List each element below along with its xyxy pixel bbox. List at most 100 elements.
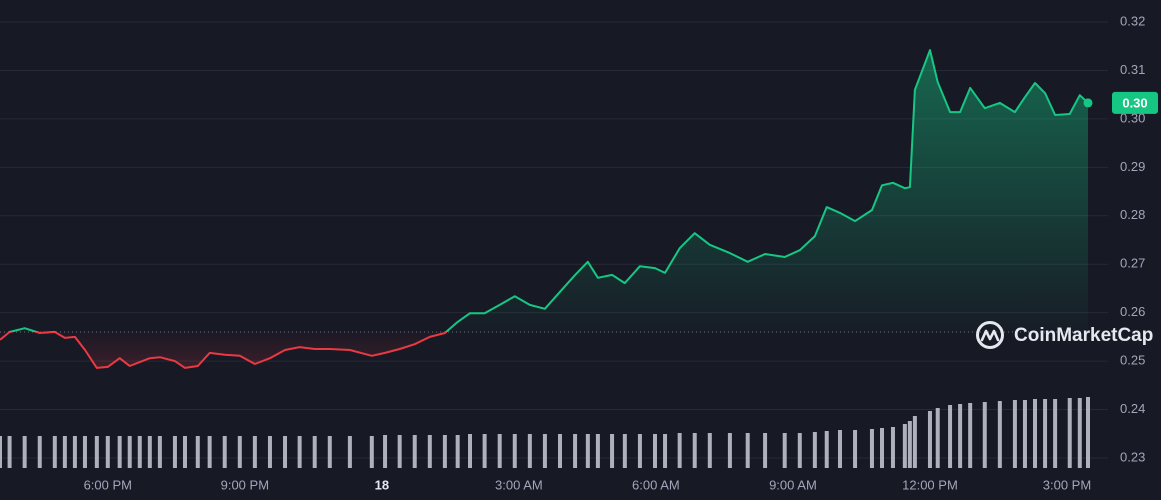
volume-bar <box>837 430 842 468</box>
volume-bar <box>127 436 132 468</box>
volume-bar <box>137 436 142 468</box>
volume-bar <box>797 433 802 468</box>
volume-bar <box>468 434 473 468</box>
volume-bar <box>622 434 627 468</box>
watermark-logo-mark <box>980 329 1000 342</box>
y-tick-label: 0.32 <box>1120 13 1145 28</box>
volume-bar <box>62 436 67 468</box>
price-line <box>0 49 1089 369</box>
volume-bar <box>880 428 885 468</box>
volume-bar <box>763 433 768 468</box>
volume-bar <box>982 402 987 468</box>
volume-bar <box>412 435 417 468</box>
volume-bar <box>968 403 973 468</box>
x-tick-label: 12:00 PM <box>902 477 958 492</box>
y-tick-label: 0.31 <box>1120 62 1145 77</box>
volume-bar <box>935 408 940 468</box>
y-tick-label: 0.29 <box>1120 159 1145 174</box>
volume-bar <box>397 435 402 468</box>
volume-bar <box>455 435 460 468</box>
x-tick-label: 18 <box>375 477 389 492</box>
volume-bar <box>1043 399 1048 468</box>
y-tick-label: 0.23 <box>1120 449 1145 464</box>
volume-bar <box>958 404 963 468</box>
volume-bar <box>824 431 829 468</box>
x-tick-label: 6:00 PM <box>84 477 132 492</box>
x-tick-label: 3:00 AM <box>495 477 543 492</box>
volume-bar <box>37 436 42 468</box>
volume-bar <box>652 434 657 468</box>
volume-bar <box>557 434 562 468</box>
volume-bar <box>869 429 874 468</box>
volume-bar <box>512 434 517 468</box>
volume-bar <box>948 405 953 468</box>
x-tick-label: 9:00 AM <box>769 477 817 492</box>
y-tick-label: 0.25 <box>1120 353 1145 368</box>
watermark: CoinMarketCap <box>976 321 1153 349</box>
volume-bar <box>663 434 668 468</box>
volume-bar <box>902 424 907 468</box>
volume-bar <box>94 436 99 468</box>
volume-bar <box>383 435 388 468</box>
volume-bar <box>595 434 600 468</box>
volume-bar <box>1053 399 1058 468</box>
volume-bar <box>727 433 732 468</box>
watermark-text: CoinMarketCap <box>1014 325 1153 346</box>
last-price-box <box>1112 91 1158 114</box>
volume-bar <box>853 430 858 468</box>
volume-bar <box>907 421 912 468</box>
volume-bar <box>182 436 187 468</box>
volume-bar <box>157 436 162 468</box>
volume-bar <box>637 434 642 468</box>
last-price-label: 0.30 <box>1122 95 1147 110</box>
volume-bar <box>222 436 227 468</box>
volume-bar <box>312 436 317 468</box>
volume-bar <box>912 416 917 468</box>
volume-bar <box>1022 400 1027 468</box>
volume-bar <box>927 411 932 468</box>
x-tick-label: 3:00 PM <box>1043 477 1091 492</box>
volume-bar <box>1077 398 1082 468</box>
volume-bar <box>7 436 12 468</box>
y-tick-label: 0.28 <box>1120 207 1145 222</box>
volume-bar <box>1067 398 1072 468</box>
volume-bar <box>482 434 487 468</box>
y-tick-label: 0.27 <box>1120 256 1145 271</box>
volume-bar <box>369 436 374 468</box>
volume-bar <box>677 433 682 468</box>
volume-bar <box>1012 400 1017 468</box>
x-tick-label: 6:00 AM <box>632 477 680 492</box>
volume-bar <box>542 434 547 468</box>
volume-bar <box>1086 397 1090 468</box>
volume-bar <box>427 435 432 468</box>
volume-bar <box>812 432 817 468</box>
volume-bar <box>347 436 352 468</box>
volume-bar <box>72 436 77 468</box>
volume-bar <box>283 436 288 468</box>
volume-bar <box>52 436 57 468</box>
volume-bar <box>707 433 712 468</box>
volume-bar <box>497 434 502 468</box>
volume-bar <box>997 401 1002 468</box>
volume-bar <box>252 436 257 468</box>
watermark-logo <box>976 321 1004 349</box>
volume-bar <box>195 436 200 468</box>
volume-bar <box>117 436 122 468</box>
volume-bar <box>573 434 578 468</box>
volume-bar <box>890 427 895 468</box>
volume-bar <box>0 436 2 468</box>
volume-bar <box>782 433 787 468</box>
volume-bar <box>745 433 750 468</box>
volume-bar <box>297 436 302 468</box>
volume-bar <box>207 436 212 468</box>
volume-bar <box>237 436 242 468</box>
volume-bar <box>105 436 110 468</box>
volume-bar <box>442 435 447 468</box>
volume-bar <box>327 436 332 468</box>
x-tick-label: 9:00 PM <box>221 477 269 492</box>
volume-bar <box>1033 399 1038 468</box>
volume-bar <box>610 434 615 468</box>
volume-bar <box>172 436 177 468</box>
